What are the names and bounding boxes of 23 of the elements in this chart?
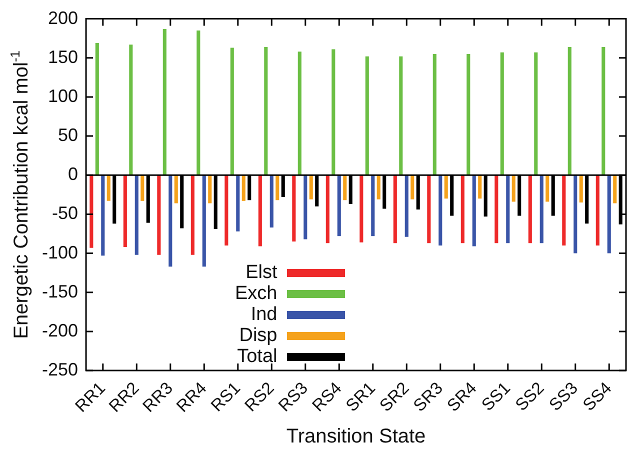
legend-label: Exch	[235, 283, 278, 304]
x-tick-label: SS2	[512, 378, 548, 415]
y-tick-label: 50	[58, 125, 78, 146]
x-tick-label: SS3	[545, 378, 582, 415]
y-axis-title: Energetic Contribution kcal mol-1	[8, 50, 33, 339]
x-tick-label: SS4	[579, 378, 616, 415]
y-tick-label: -100	[42, 242, 78, 262]
y-tick-label: 0	[68, 164, 78, 184]
y-tick-label: 150	[48, 46, 78, 67]
y-tick-label: -150	[42, 281, 78, 302]
x-axis-title: Transition State	[286, 426, 426, 448]
y-tick-label: -250	[42, 359, 78, 380]
legend-label: Disp	[239, 325, 278, 346]
x-tick-label: SS1	[478, 378, 514, 415]
y-tick-label: -200	[42, 320, 78, 340]
y-tick-label: 200	[48, 8, 78, 28]
legend-label: Elst	[246, 262, 278, 283]
x-tick-label: RS1	[207, 378, 244, 416]
legend-label: Total	[237, 346, 278, 367]
y-tick-label: -50	[52, 203, 78, 224]
x-tick-label: RR1	[72, 378, 110, 416]
legend-label: Ind	[250, 304, 278, 325]
y-tick-label: 100	[48, 86, 78, 106]
